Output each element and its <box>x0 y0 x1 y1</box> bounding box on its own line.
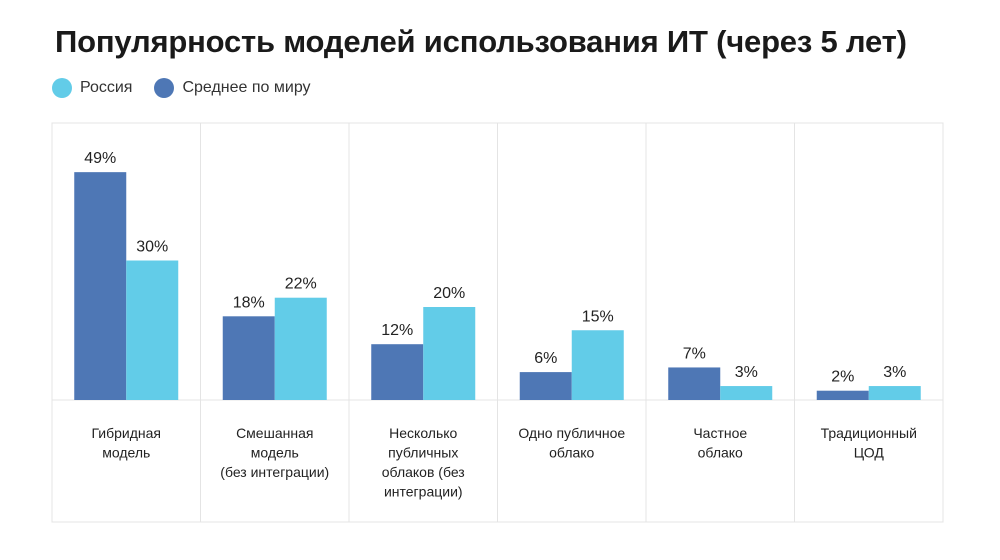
bar <box>720 386 773 400</box>
bar <box>571 330 624 400</box>
category-label: Гибридная <box>91 425 161 441</box>
legend-item-world: Среднее по миру <box>154 78 311 98</box>
legend-label-world: Среднее по миру <box>182 79 311 96</box>
bar <box>423 307 476 400</box>
category-label: ЦОД <box>854 445 885 461</box>
data-label: 7% <box>683 345 706 362</box>
category-label: Смешанная <box>236 425 313 441</box>
data-label: 12% <box>381 322 413 339</box>
legend-swatch-russia <box>52 78 72 98</box>
data-label: 22% <box>285 276 317 293</box>
category-label: облако <box>549 445 594 461</box>
data-label: 20% <box>433 285 465 302</box>
bar <box>519 372 572 400</box>
bar <box>274 297 327 400</box>
category-label: облако <box>698 445 743 461</box>
category-label: облаков (без <box>382 464 465 480</box>
data-label: 3% <box>883 364 906 381</box>
data-label: 6% <box>534 350 557 367</box>
category-label: модель <box>251 445 299 461</box>
bar <box>222 316 275 400</box>
category-label: Традиционный <box>821 425 917 441</box>
category-label: Частное <box>693 425 747 441</box>
legend-swatch-world <box>154 78 175 98</box>
legend-label-russia: Россия <box>80 79 133 96</box>
legend-item-russia: Россия <box>52 78 132 98</box>
category-label: (без интеграции) <box>220 464 329 480</box>
chart-title: Популярность моделей использования ИТ (ч… <box>55 24 907 59</box>
category-label: модель <box>102 445 150 461</box>
bar <box>816 390 869 400</box>
category-label: Несколько <box>389 425 457 441</box>
category-label: публичных <box>388 445 458 461</box>
bar <box>126 260 179 400</box>
legend: Россия Среднее по миру <box>52 78 311 98</box>
data-label: 18% <box>233 294 265 311</box>
data-label: 3% <box>735 364 758 381</box>
data-label: 30% <box>136 239 168 256</box>
bar <box>74 172 127 400</box>
bar <box>868 386 921 400</box>
data-label: 15% <box>582 308 614 325</box>
category-label: интеграции) <box>384 484 463 500</box>
data-label: 49% <box>84 150 116 167</box>
bar <box>668 367 721 400</box>
data-label: 2% <box>831 369 854 386</box>
category-label: Одно публичное <box>518 425 625 441</box>
bar <box>371 344 424 400</box>
